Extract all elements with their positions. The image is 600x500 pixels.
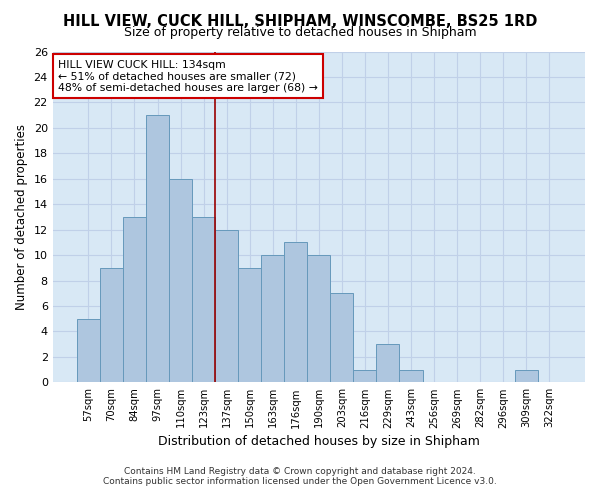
Text: HILL VIEW CUCK HILL: 134sqm
← 51% of detached houses are smaller (72)
48% of sem: HILL VIEW CUCK HILL: 134sqm ← 51% of det… xyxy=(58,60,318,93)
Bar xyxy=(238,268,261,382)
X-axis label: Distribution of detached houses by size in Shipham: Distribution of detached houses by size … xyxy=(158,434,480,448)
Bar xyxy=(192,217,215,382)
Bar xyxy=(353,370,376,382)
Bar xyxy=(146,115,169,382)
Bar xyxy=(400,370,422,382)
Y-axis label: Number of detached properties: Number of detached properties xyxy=(15,124,28,310)
Bar xyxy=(123,217,146,382)
Text: Size of property relative to detached houses in Shipham: Size of property relative to detached ho… xyxy=(124,26,476,39)
Bar xyxy=(307,255,331,382)
Bar xyxy=(376,344,400,383)
Bar xyxy=(261,255,284,382)
Bar xyxy=(77,318,100,382)
Text: Contains HM Land Registry data © Crown copyright and database right 2024.: Contains HM Land Registry data © Crown c… xyxy=(124,467,476,476)
Bar xyxy=(100,268,123,382)
Bar xyxy=(331,294,353,382)
Text: HILL VIEW, CUCK HILL, SHIPHAM, WINSCOMBE, BS25 1RD: HILL VIEW, CUCK HILL, SHIPHAM, WINSCOMBE… xyxy=(63,14,537,29)
Text: Contains public sector information licensed under the Open Government Licence v3: Contains public sector information licen… xyxy=(103,477,497,486)
Bar xyxy=(215,230,238,382)
Bar xyxy=(169,178,192,382)
Bar xyxy=(515,370,538,382)
Bar xyxy=(284,242,307,382)
